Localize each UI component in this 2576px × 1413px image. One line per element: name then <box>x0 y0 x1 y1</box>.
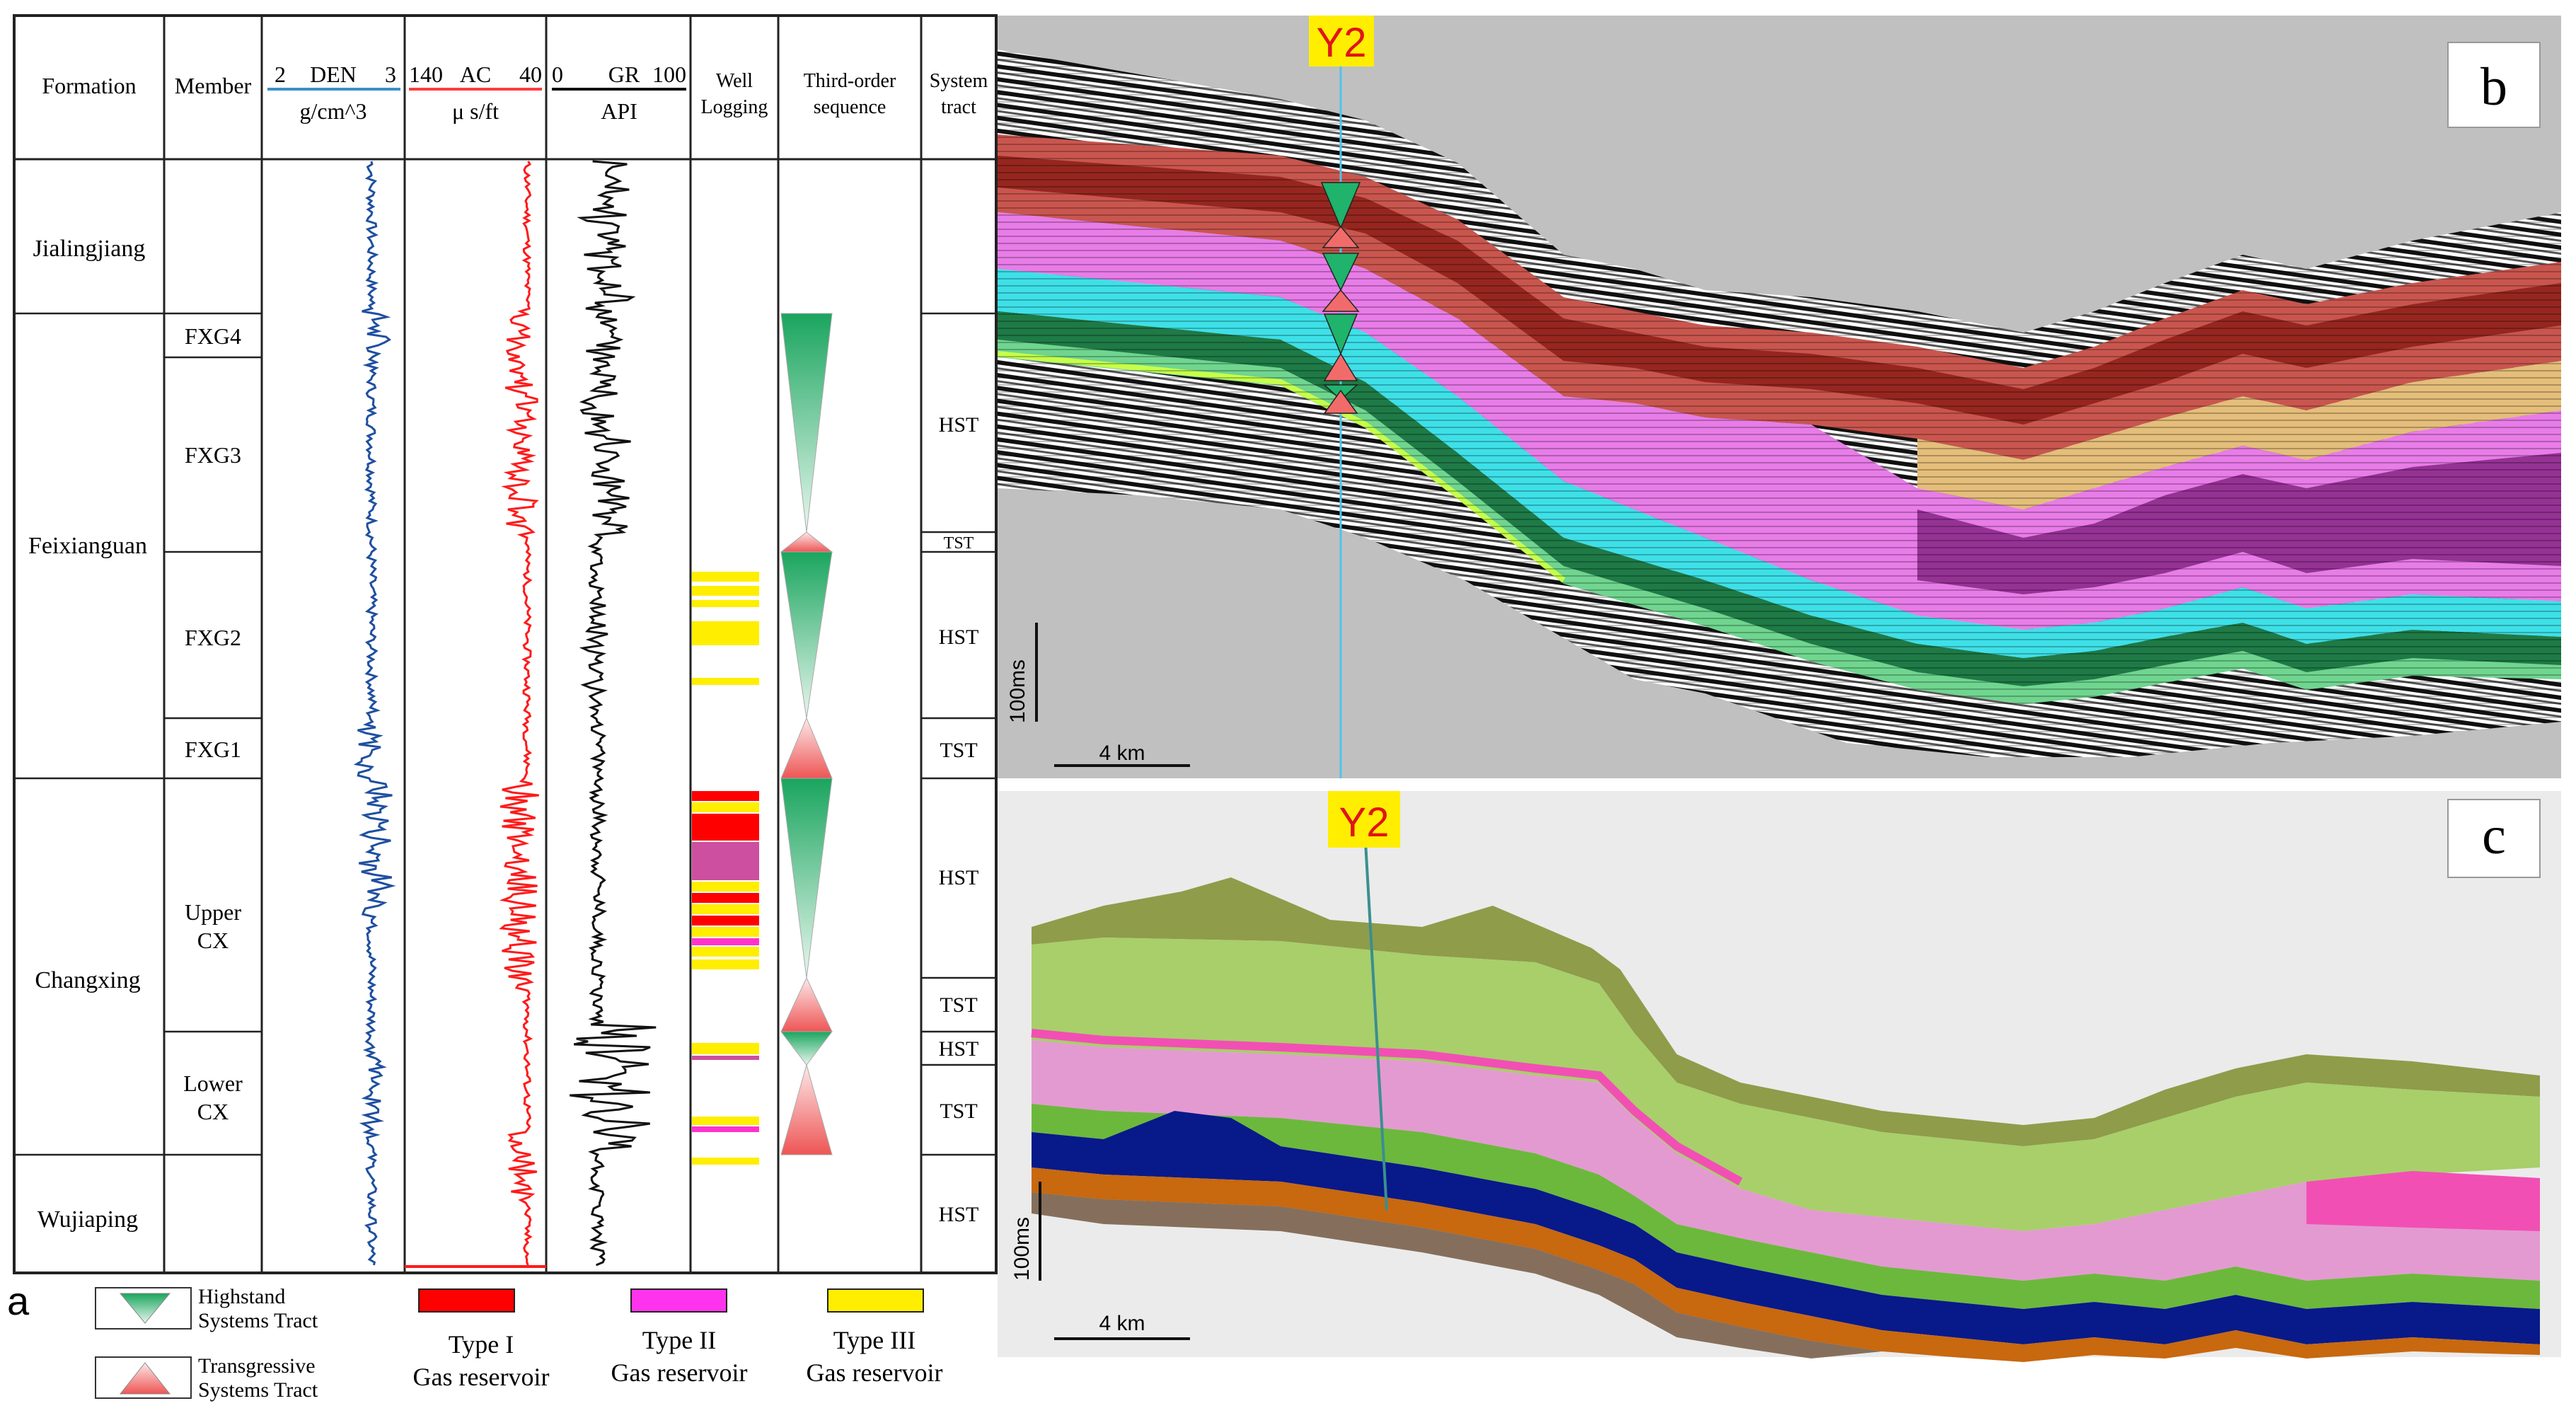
den-range-right: 3 <box>385 62 396 87</box>
header-system-tract-2: tract <box>941 96 976 118</box>
header-well-logging-2: Logging <box>701 96 768 118</box>
gr-range-left: 0 <box>552 62 563 87</box>
member-fxg4: FXG4 <box>185 323 241 349</box>
header-system-tract-1: System <box>930 70 988 92</box>
tract-hst-1: HST <box>939 413 979 437</box>
sequence-triangles <box>780 313 833 1155</box>
legend-type2-2: Gas reservoir <box>611 1359 748 1387</box>
type3-swatch <box>827 1288 924 1313</box>
panel-c-label: c <box>2482 806 2506 865</box>
legend-type3-2: Gas reservoir <box>807 1359 943 1387</box>
formation-wujiaping: Wujiaping <box>37 1206 138 1233</box>
panel-a-label: a <box>7 1279 30 1323</box>
member-upper-cx: CX <box>197 928 229 953</box>
panel-b-seismic-section: Y2 b 100ms 4 km <box>998 16 2561 778</box>
tract-hst-2: HST <box>939 625 979 649</box>
distance-scale-b: 4 km <box>1099 742 1145 765</box>
header-well-logging-1: Well <box>716 70 753 92</box>
header-formation: Formation <box>42 73 136 98</box>
legend-type3-1: Type III <box>833 1326 916 1354</box>
header-member: Member <box>175 73 252 98</box>
tract-tst-3: TST <box>940 993 977 1017</box>
well-label-c-box <box>1328 791 1400 848</box>
legend-type1-1: Type I <box>449 1330 514 1359</box>
distance-scale-c: 4 km <box>1099 1312 1145 1335</box>
tract-hst-4: HST <box>939 1037 979 1061</box>
den-range-left: 2 <box>275 62 286 87</box>
type2-swatch <box>630 1288 727 1313</box>
legend-type1-2: Gas reservoir <box>413 1363 550 1391</box>
column-frame <box>13 14 998 1274</box>
well-y2-trace-3d <box>1364 841 1388 1211</box>
well-label-b: Y2 <box>1317 20 1367 66</box>
time-scale-c: 100ms <box>1010 1217 1034 1281</box>
legend-tst-2: Systems Tract <box>198 1378 318 1402</box>
tract-hst-5: HST <box>939 1203 979 1226</box>
formation-changxing: Changxing <box>35 967 140 993</box>
header-sequence-2: sequence <box>814 96 886 118</box>
member-fxg3: FXG3 <box>185 442 241 468</box>
legend-type2-1: Type II <box>642 1326 716 1354</box>
ac-range-right: 40 <box>519 62 542 87</box>
member-fxg2: FXG2 <box>185 625 241 650</box>
formation-feixianguan: Feixianguan <box>28 533 147 559</box>
hst-legend-icon <box>119 1293 171 1324</box>
gr-curve <box>570 160 657 1267</box>
well-label-b-box <box>1309 16 1374 67</box>
panel-a-stratigraphic-column: Formation Member 2 DEN 3 g/cm^3 140 AC 4… <box>7 14 998 1402</box>
legend-hst-2: Systems Tract <box>198 1309 318 1332</box>
panel-c-3d-model: Y2 c 100ms 4 km <box>998 791 2561 1362</box>
legend-hst-1: Highstand <box>198 1285 285 1308</box>
member-fxg1: FXG1 <box>185 737 241 762</box>
gr-range-right: 100 <box>652 62 686 87</box>
den-name: DEN <box>310 62 357 87</box>
formation-jialingjiang: Jialingjiang <box>33 236 146 262</box>
tract-tst-4: TST <box>940 1100 977 1123</box>
gr-name: GR <box>608 62 640 87</box>
member-upper: Upper <box>185 899 241 925</box>
den-unit: g/cm^3 <box>300 98 367 124</box>
den-curve <box>353 161 396 1266</box>
header-sequence-1: Third-order <box>804 70 896 92</box>
tract-tst-2: TST <box>940 739 977 762</box>
ac-name: AC <box>460 62 491 87</box>
type1-swatch <box>418 1288 515 1313</box>
panel-b-label: b <box>2480 57 2507 117</box>
ac-range-left: 140 <box>409 62 443 87</box>
time-scale-b: 100ms <box>1006 659 1029 723</box>
well-label-c: Y2 <box>1339 800 1390 846</box>
member-lower-cx: CX <box>197 1099 229 1124</box>
tract-hst-3: HST <box>939 866 979 889</box>
well-sequence-markers <box>1320 182 1361 414</box>
reservoir-bars <box>692 572 759 1165</box>
member-lower: Lower <box>183 1071 243 1096</box>
ac-curve <box>499 161 539 1266</box>
legend-tst-1: Transgressive <box>198 1354 316 1378</box>
ac-unit: μ s/ft <box>452 98 499 124</box>
gr-unit: API <box>601 98 637 124</box>
tract-tst-1: TST <box>944 534 974 553</box>
tst-legend-icon <box>119 1362 171 1395</box>
